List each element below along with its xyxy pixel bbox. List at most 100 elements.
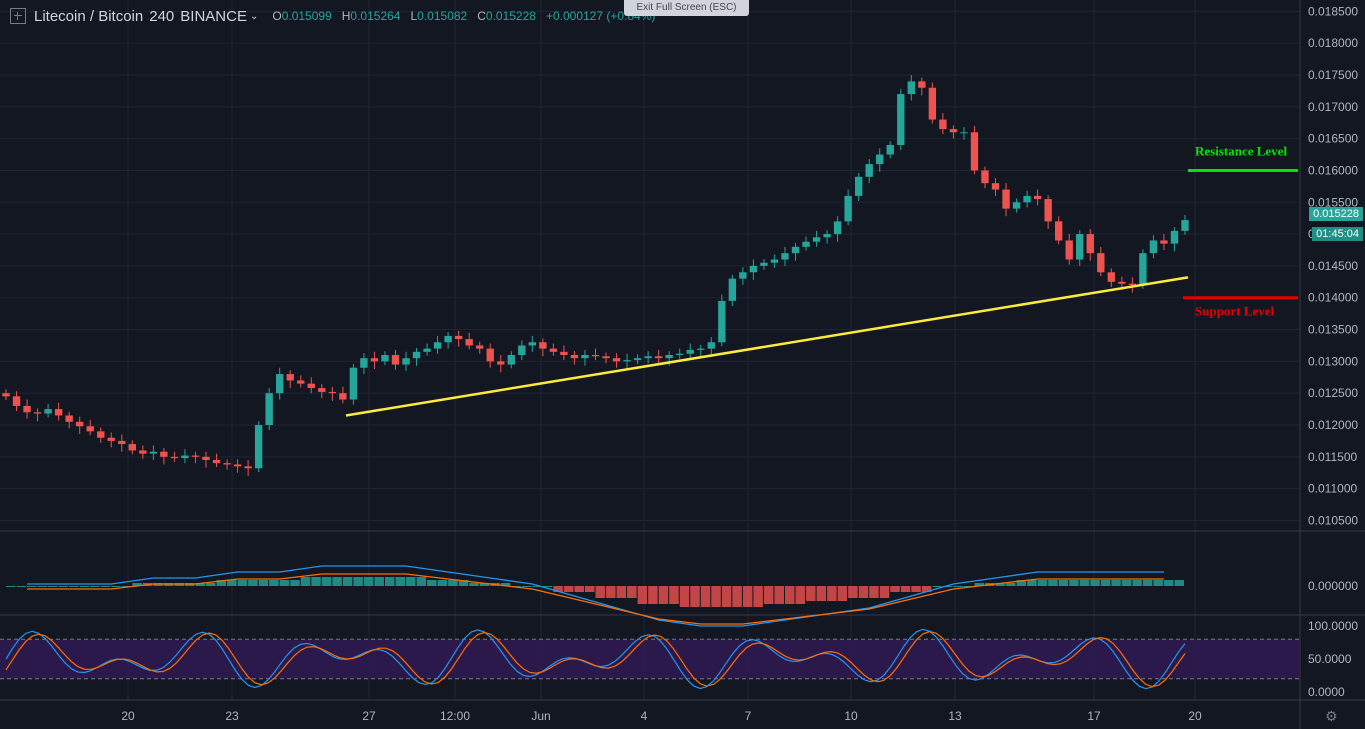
candle-body [1012,202,1021,209]
candle-body [623,360,631,362]
signal-line [27,573,1164,625]
candle-body [454,335,463,340]
candle-body [918,81,926,88]
macd-histogram-bar [1142,580,1153,586]
candle-body [402,358,410,365]
candle-body [907,81,915,95]
candle-body [991,183,1000,190]
macd-histogram-bar [1006,583,1016,586]
candle-body [191,455,200,457]
chevron-down-icon[interactable]: ⌄ [249,10,259,22]
macd-histogram-bar [753,586,763,607]
interval-label[interactable]: 240 [149,7,175,25]
candle-body [854,176,863,196]
macd-histogram-bar [1069,580,1079,586]
candle-body [223,463,231,465]
y-tick-label: 0.012000 [1308,418,1358,432]
macd-histogram-bar [806,586,816,601]
macd-histogram-bar [469,583,479,586]
macd-histogram-bar [37,586,48,587]
y-tick-label: 0.017500 [1308,68,1358,82]
candle-body [349,367,358,400]
macd-histogram-bar [27,586,37,587]
countdown-tag: 01:45:04 [1312,227,1363,241]
macd-histogram-bar [300,577,311,586]
candle-body [560,351,568,355]
y-tick-label: 0.012500 [1308,386,1358,400]
macd-histogram-bar [911,586,921,592]
macd-histogram-bar [100,586,111,587]
candle-body [960,132,968,134]
candle-body [149,451,158,454]
candle-body [633,358,642,361]
last-price-tag: 0.015228 [1309,207,1363,221]
macd-histogram-bar [942,586,953,587]
candle-body [54,409,63,416]
y-tick-label: 0.015500 [1308,195,1358,209]
candle-body [760,262,768,266]
candle-body [686,349,694,354]
y-tick-label: 0.011000 [1308,482,1357,496]
candle-body [297,380,305,384]
candle-body [497,361,505,365]
macd-histogram-bar [58,586,69,587]
macd-histogram-bar [1048,580,1058,586]
macd-line [27,565,1164,627]
macd-histogram-bar [679,586,690,607]
macd-histogram-bar [974,583,984,586]
x-tick-label: 4 [641,709,648,723]
open-value: O0.015099 [272,9,332,23]
support-trendline [345,276,1189,417]
y-tick-label: 0.014500 [1308,259,1358,273]
candle-body [1149,240,1158,254]
macd-histogram-bar [963,586,974,587]
candle-body [339,393,347,400]
macd-histogram-bar [795,586,806,604]
candle-body [928,87,937,120]
y-tick-label: 0.011500 [1308,450,1357,464]
close-value: C0.015228 [477,9,536,23]
symbol-label[interactable]: Litecoin / Bitcoin [34,7,144,25]
candle-body [202,456,210,460]
candle-body [939,119,947,130]
macd-histogram-bar [311,577,321,586]
candle-body [581,355,589,359]
candle-body [97,431,105,438]
x-tick-label: 13 [948,709,962,723]
macd-histogram-bar [500,583,511,586]
gear-icon[interactable]: ⚙ [1325,709,1338,725]
x-tick-label: 10 [844,709,858,723]
macd-histogram-bar [658,586,669,604]
macd-histogram-bar [669,586,679,604]
macd-histogram-bar [827,586,837,601]
macd-histogram-bar [79,586,90,587]
macd-histogram-bar [1100,580,1111,586]
candle-body [160,451,168,457]
macd-histogram-bar [627,586,637,598]
exit-fullscreen-button[interactable]: Exit Full Screen (ESC) [624,0,749,16]
resistance-label: Resistance Level [1195,143,1287,158]
macd-histogram-bar [553,586,563,592]
candle-body [812,237,821,242]
macd-histogram-bar [1163,580,1174,586]
macd-histogram-bar [690,586,700,607]
macd-histogram-bar [16,586,27,587]
candle-body [697,348,705,350]
stoch-d-line [5,630,1186,688]
candle-body [307,383,315,389]
macd-histogram-bar [1037,580,1048,586]
low-value: L0.015082 [410,9,468,23]
macd-histogram-bar [1090,580,1100,586]
candle-body [676,353,684,355]
macd-histogram-bar [332,577,342,586]
macd-histogram-bar [542,586,553,587]
expand-icon[interactable] [10,8,26,24]
candle-body [1097,253,1105,273]
candle-body [770,259,779,263]
candle-body [833,221,842,235]
chart-header: Litecoin / Bitcoin 240 BINANCE ⌄ O0.0150… [0,0,1300,32]
candle-body [749,265,758,273]
x-tick-label: 20 [121,709,135,723]
macd-histogram-bar [616,586,627,598]
